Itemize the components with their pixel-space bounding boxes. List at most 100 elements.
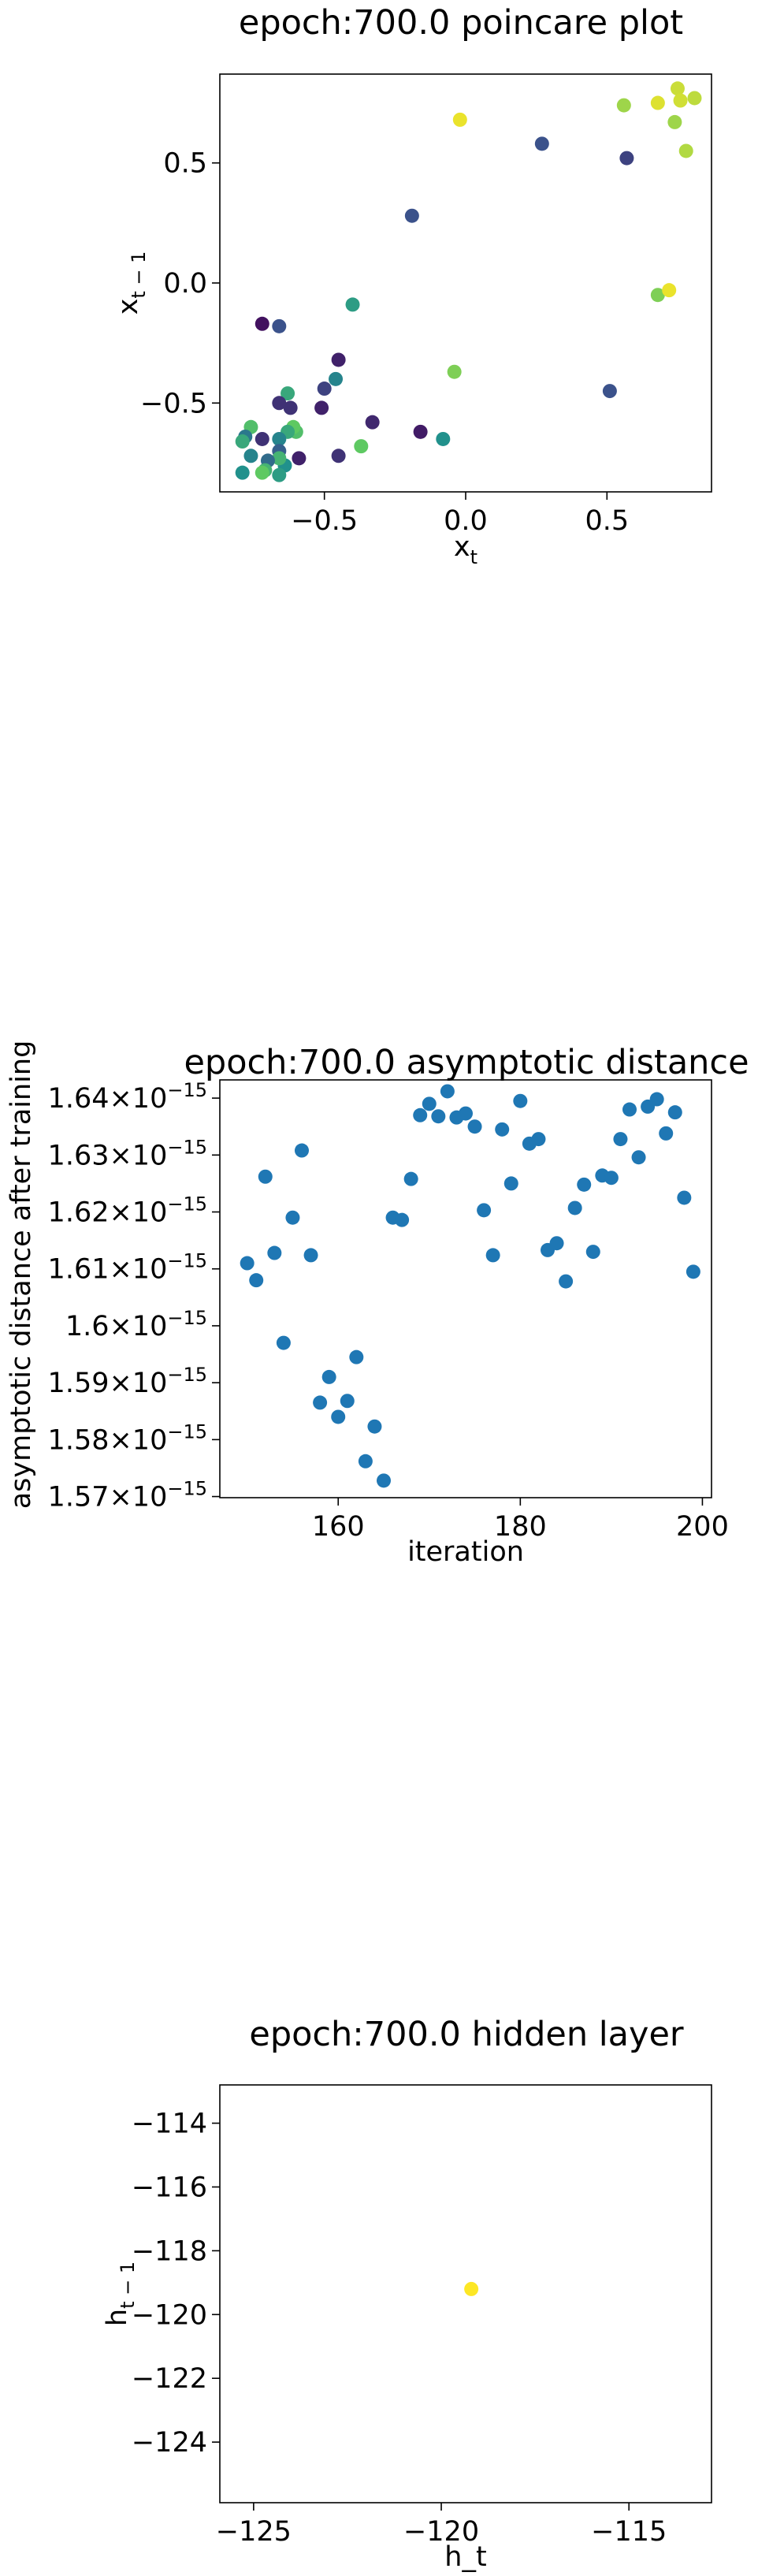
asymptotic-point — [613, 1132, 628, 1147]
asymptotic-point — [403, 1171, 418, 1186]
poincare-point — [281, 386, 295, 401]
poincare-plot-frame — [219, 73, 712, 493]
asymptotic-point — [249, 1273, 264, 1288]
asymptotic-point — [622, 1102, 637, 1117]
poincare-point — [255, 431, 269, 446]
asymptotic-plot-frame — [219, 1079, 712, 1498]
poincare-point — [667, 114, 682, 129]
asymptotic-x-ticks: 160 180 200 — [312, 1498, 729, 1543]
poincare-point — [404, 208, 419, 223]
asymptotic-point — [459, 1106, 473, 1121]
poincare-point — [436, 431, 451, 446]
hidden-x-tick-label: −125 — [216, 2516, 292, 2548]
asymptotic-point — [686, 1264, 700, 1279]
poincare-title: epoch:700.0 poincare plot — [239, 3, 683, 43]
asymptotic-point — [513, 1093, 528, 1108]
poincare-point — [235, 434, 250, 449]
hidden-y-tick-label: −114 — [132, 2109, 207, 2140]
poincare-point — [317, 382, 332, 396]
asymptotic-y-tick-label: 1.57×10−15 — [48, 1478, 207, 1513]
asymptotic-point — [303, 1248, 318, 1263]
poincare-point — [650, 95, 665, 110]
poincare-point — [255, 465, 269, 480]
asymptotic-point — [477, 1203, 492, 1218]
asymptotic-point — [440, 1084, 455, 1099]
hidden-y-tick-label: −116 — [132, 2172, 207, 2203]
asymptotic-point — [631, 1150, 646, 1165]
hidden-plot-frame — [219, 2084, 712, 2503]
asymptotic-point — [331, 1409, 346, 1424]
asymptotic-point — [549, 1236, 564, 1251]
poincare-point — [687, 91, 702, 106]
asymptotic-point — [422, 1096, 437, 1111]
asymptotic-point — [295, 1143, 309, 1158]
hidden-chart: epoch:700.0 hidden layer −125 −120 −115 −1… — [102, 2015, 712, 2573]
asymptotic-x-label: iteration — [407, 1536, 524, 1568]
poincare-x-tick-label: 0.5 — [585, 505, 629, 537]
poincare-point — [331, 352, 346, 367]
asymptotic-point — [559, 1274, 574, 1289]
poincare-y-ticks: −0.5 0.0 0.5 — [140, 148, 220, 419]
asymptotic-point — [604, 1171, 619, 1186]
asymptotic-y-label: asymptotic distance after training — [6, 1040, 37, 1509]
hidden-x-label: h_t — [444, 2541, 486, 2573]
asymptotic-point — [276, 1335, 291, 1350]
asymptotic-x-tick-label: 160 — [312, 1511, 365, 1543]
poincare-points — [235, 81, 702, 482]
asymptotic-x-tick-label: 180 — [494, 1511, 547, 1543]
poincare-point — [243, 449, 258, 463]
asymptotic-points — [240, 1084, 700, 1488]
poincare-y-tick-label: 0.0 — [163, 268, 207, 300]
asymptotic-chart: epoch:700.0 asymptotic distance 160 180 20… — [6, 1040, 749, 1568]
asymptotic-point — [677, 1190, 692, 1205]
asymptotic-point — [503, 1176, 518, 1191]
poincare-y-tick-label: 0.5 — [163, 148, 207, 180]
poincare-point — [650, 288, 665, 303]
hidden-x-tick-label: −115 — [591, 2516, 667, 2548]
poincare-point — [272, 396, 287, 411]
poincare-y-label: xt − 1 — [113, 251, 150, 315]
hidden-points — [464, 2281, 479, 2296]
hidden-y-tick-label: −124 — [132, 2427, 207, 2459]
poincare-point — [272, 431, 287, 446]
poincare-point — [678, 143, 693, 158]
poincare-point — [329, 371, 344, 386]
hidden-title: epoch:700.0 hidden layer — [249, 2015, 684, 2054]
poincare-y-tick-label: −0.5 — [140, 388, 207, 419]
asymptotic-point — [567, 1201, 582, 1215]
asymptotic-point — [340, 1394, 355, 1409]
asymptotic-point — [485, 1248, 500, 1263]
hidden-y-ticks: −114 −116 −118 −120 −122 −124 — [132, 2109, 220, 2459]
poincare-point — [331, 449, 346, 463]
asymptotic-point — [321, 1369, 336, 1384]
asymptotic-title: epoch:700.0 asymptotic distance — [184, 1043, 749, 1082]
poincare-point — [413, 424, 428, 439]
asymptotic-y-tick-label: 1.64×10−15 — [48, 1079, 207, 1115]
asymptotic-point — [431, 1109, 446, 1124]
asymptotic-point — [649, 1092, 664, 1107]
poincare-point — [619, 151, 634, 166]
asymptotic-y-tick-label: 1.61×10−15 — [48, 1250, 207, 1286]
poincare-point — [365, 415, 380, 430]
poincare-point — [673, 93, 688, 108]
hidden-y-label: ht − 1 — [102, 2261, 139, 2326]
asymptotic-x-tick-label: 200 — [676, 1511, 729, 1543]
asymptotic-y-tick-label: 1.58×10−15 — [48, 1420, 207, 1456]
asymptotic-point — [240, 1256, 255, 1271]
asymptotic-point — [577, 1177, 592, 1192]
poincare-point — [272, 318, 287, 333]
poincare-point — [283, 400, 298, 415]
poincare-point — [670, 81, 685, 96]
asymptotic-point — [285, 1210, 300, 1225]
asymptotic-y-ticks: 1.57×10−15 1.58×10−15 1.59×10−15 1.6×10−15 1… — [48, 1079, 220, 1513]
poincare-point — [345, 297, 360, 312]
asymptotic-point — [467, 1119, 482, 1134]
asymptotic-point — [495, 1122, 510, 1137]
asymptotic-point — [349, 1349, 364, 1364]
hidden-y-tick-label: −122 — [132, 2363, 207, 2395]
poincare-point — [534, 136, 549, 151]
asymptotic-point — [313, 1395, 328, 1410]
asymptotic-point — [267, 1245, 282, 1260]
hidden-x-tick-label: −120 — [403, 2516, 479, 2548]
